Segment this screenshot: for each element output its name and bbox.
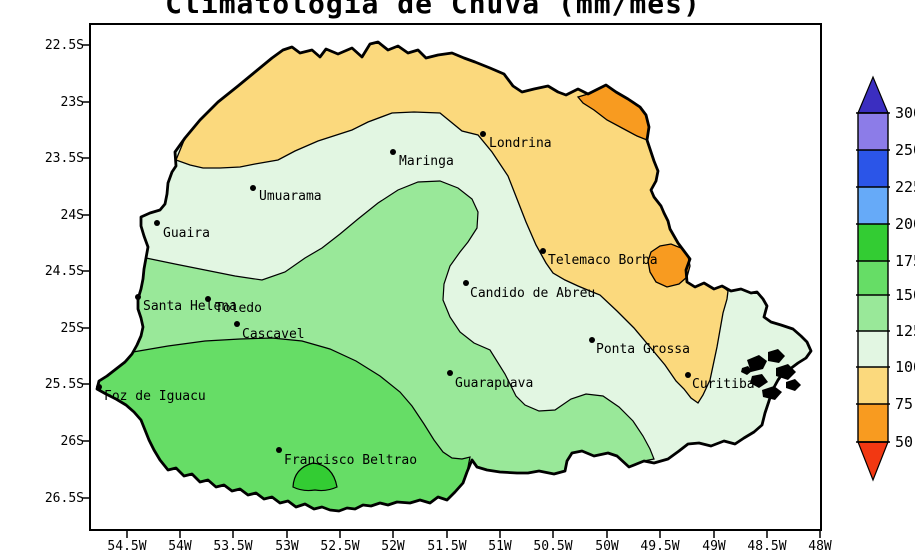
x-tick-label: 54W [168, 539, 192, 554]
x-tick-label: 49W [702, 539, 726, 554]
city-dot-umuarama [250, 185, 256, 191]
city-dot-londrina [480, 131, 486, 137]
y-tick-label: 25.5S [45, 377, 84, 392]
city-label-maringa: Maringa [399, 154, 454, 169]
colorbar-segment-100-125 [858, 331, 888, 367]
city-dot-foz-de-iguacu [96, 384, 102, 390]
x-tick-label: 52.5W [320, 539, 359, 554]
city-dot-santa-helena [135, 294, 141, 300]
city-dot-candido-de-abreu [463, 280, 469, 286]
colorbar-segment-150-175 [858, 261, 888, 295]
colorbar-arrow-top [857, 75, 889, 114]
colorbar-label: 200 [895, 215, 915, 233]
x-tick-label: 48.5W [747, 539, 786, 554]
y-tick-label: 22.5S [45, 38, 84, 53]
city-markers [96, 131, 691, 453]
colorbar: 300 250 225 200 175 150 125 100 75 50 [856, 75, 915, 482]
city-label-telemaco-borba: Telemaco Borba [548, 253, 658, 268]
plot-frame [89, 23, 822, 531]
colorbar-label: 300 [895, 104, 915, 122]
x-tick-label: 50W [595, 539, 619, 554]
city-dot-guaira [154, 220, 160, 226]
city-label-toledo: Toledo [215, 301, 262, 316]
city-label-santa-helena: Santa Helena [143, 299, 237, 314]
colorbar-label: 150 [895, 286, 915, 304]
city-dot-ponta-grossa [589, 337, 595, 343]
colorbar-label: 50 [895, 433, 913, 451]
city-label-guarapuava: Guarapuava [455, 376, 533, 391]
city-label-curitiba: Curitiba [692, 377, 755, 392]
colorbar-segment-75-100 [858, 367, 888, 404]
city-dot-telemaco-borba [540, 248, 546, 254]
y-tick-label: 26.5S [45, 491, 84, 506]
figure-title: Climatologia de Chuva (mm/mes) [165, 0, 701, 20]
x-tick-label: 50.5W [533, 539, 572, 554]
state-border [95, 40, 813, 513]
colorbar-segment-225-250 [858, 150, 888, 187]
x-tick-label: 51.5W [427, 539, 466, 554]
y-tick-label: 26S [61, 434, 84, 449]
y-tick-label: 23S [61, 95, 84, 110]
colorbar-label: 175 [895, 252, 915, 270]
x-axis-ticks [126, 530, 821, 538]
x-tick-label: 53.5W [213, 539, 252, 554]
city-label-londrina: Londrina [489, 136, 552, 151]
y-axis-labels: 22.5S 23S 23.5S 24S 24.5S 25S 25.5S 26S … [45, 38, 84, 506]
y-tick-label: 23.5S [45, 151, 84, 166]
colorbar-label: 100 [895, 358, 915, 376]
colorbar-labels: 300 250 225 200 175 150 125 100 75 50 [895, 104, 915, 451]
city-dot-curitiba [685, 372, 691, 378]
x-tick-label: 53W [275, 539, 299, 554]
paranagua-bay-detail [741, 349, 801, 400]
y-tick-label: 24.5S [45, 264, 84, 279]
colorbar-segment-125-150 [858, 295, 888, 331]
colorbar-segment-175-200 [858, 224, 888, 261]
y-axis-ticks [82, 44, 90, 499]
city-label-umuarama: Umuarama [259, 189, 322, 204]
city-dot-toledo [205, 296, 211, 302]
x-tick-label: 51W [488, 539, 512, 554]
colorbar-label: 225 [895, 178, 915, 196]
city-label-candido-de-abreu: Candido de Abreu [470, 286, 595, 301]
colorbar-segment-50-75 [858, 404, 888, 442]
colorbar-label: 75 [895, 395, 913, 413]
city-dot-maringa [390, 149, 396, 155]
city-dot-cascavel [234, 321, 240, 327]
city-label-francisco-beltrao: Francisco Beltrao [284, 453, 417, 468]
x-tick-label: 48W [808, 539, 832, 554]
city-label-guaira: Guaira [163, 226, 210, 241]
city-dot-guarapuava [447, 370, 453, 376]
x-tick-label: 52W [381, 539, 405, 554]
colorbar-segment-250-300 [858, 113, 888, 150]
city-dot-francisco-beltrao [276, 447, 282, 453]
colorbar-dividers [856, 112, 890, 443]
x-tick-label: 49.5W [640, 539, 679, 554]
x-axis-labels: 54.5W 54W 53.5W 53W 52.5W 52W 51.5W 51W … [107, 539, 831, 554]
city-labels: Londrina Maringa Umuarama Guaira Telemac… [104, 136, 755, 468]
colorbar-label: 125 [895, 322, 915, 340]
city-label-ponta-grossa: Ponta Grossa [596, 342, 690, 357]
colorbar-segment-200-225 [858, 187, 888, 224]
contour-region-175-200 [292, 462, 338, 492]
y-tick-label: 24S [61, 208, 84, 223]
x-tick-label: 54.5W [107, 539, 146, 554]
y-tick-label: 25S [61, 321, 84, 336]
city-label-foz-de-iguacu: Foz de Iguacu [104, 389, 206, 404]
colorbar-arrow-bottom [857, 441, 889, 482]
city-label-cascavel: Cascavel [242, 327, 305, 342]
colorbar-label: 250 [895, 141, 915, 159]
